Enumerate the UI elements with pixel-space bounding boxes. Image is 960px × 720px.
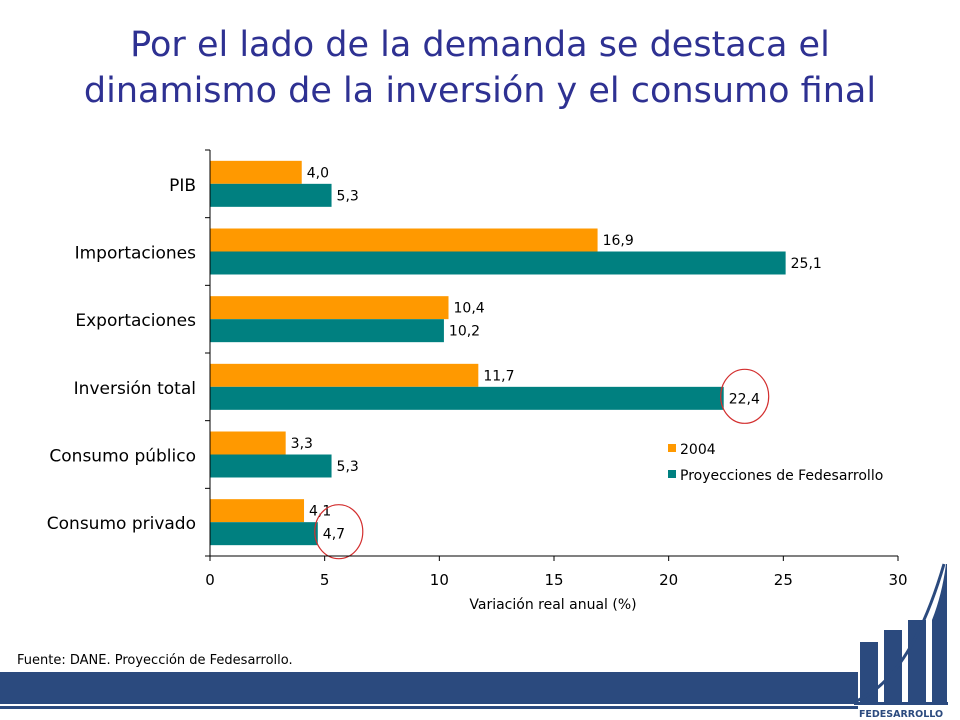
bar-series1 <box>210 363 479 387</box>
bar-series2 <box>210 251 786 275</box>
bar-series2 <box>210 522 318 546</box>
bar-series2 <box>210 386 724 410</box>
bar-series2 <box>210 319 444 343</box>
legend-label: Proyecciones de Fedesarrollo <box>680 468 883 484</box>
bar-series1 <box>210 160 302 184</box>
data-label: 10,2 <box>449 324 480 340</box>
x-tick-label: 5 <box>320 571 330 589</box>
category-label: Inversión total <box>74 379 196 399</box>
bar-series2 <box>210 183 332 207</box>
category-label: Consumo privado <box>47 514 196 534</box>
category-label: PIB <box>169 176 196 196</box>
bar-series1 <box>210 228 598 252</box>
title-line-1: Por el lado de la demanda se destaca el <box>130 25 830 65</box>
legend-swatch <box>668 470 676 478</box>
highlight-circle <box>720 368 770 424</box>
x-tick-label: 25 <box>774 571 793 589</box>
footer-stripe-thin <box>0 706 858 709</box>
bar-series2 <box>210 454 332 478</box>
data-label: 4,7 <box>323 527 345 543</box>
category-label: Consumo público <box>49 447 196 467</box>
data-label: 4,1 <box>309 504 331 520</box>
data-label: 16,9 <box>603 233 634 249</box>
data-label: 25,1 <box>791 256 822 272</box>
x-tick-label: 0 <box>205 571 215 589</box>
fedesarrollo-logo: FEDESARROLLO <box>853 563 948 720</box>
x-tick-label: 15 <box>544 571 563 589</box>
x-tick-label: 20 <box>659 571 678 589</box>
category-label: Exportaciones <box>75 311 196 331</box>
x-axis-title: Variación real anual (%) <box>469 597 636 613</box>
data-label: 3,3 <box>291 436 313 452</box>
x-tick-label: 30 <box>888 571 907 589</box>
slide-title: Por el lado de la demanda se destaca el … <box>0 22 960 114</box>
bar-series1 <box>210 499 305 523</box>
category-label: Importaciones <box>75 244 197 264</box>
data-label: 5,3 <box>337 188 359 204</box>
bar-series1 <box>210 431 286 455</box>
data-label: 11,7 <box>483 368 514 384</box>
data-label: 10,4 <box>454 301 485 317</box>
source-note: Fuente: DANE. Proyección de Fedesarrollo… <box>17 653 293 668</box>
x-tick-label: 10 <box>430 571 449 589</box>
bar-series1 <box>210 296 449 320</box>
title-line-2: dinamismo de la inversión y el consumo f… <box>83 71 877 111</box>
bar-chart: 4,0 5,3 PIB 16,9 25,1 Importaciones 10,4 10,2 Ex… <box>47 149 908 613</box>
legend-swatch <box>668 444 676 452</box>
logo-text: FEDESARROLLO <box>859 709 943 720</box>
data-label: 22,4 <box>729 391 760 407</box>
highlight-circle <box>314 504 364 560</box>
legend-label: 2004 <box>680 442 716 458</box>
data-label: 5,3 <box>337 459 359 475</box>
data-label: 4,0 <box>307 165 329 181</box>
footer-stripe <box>0 672 858 704</box>
